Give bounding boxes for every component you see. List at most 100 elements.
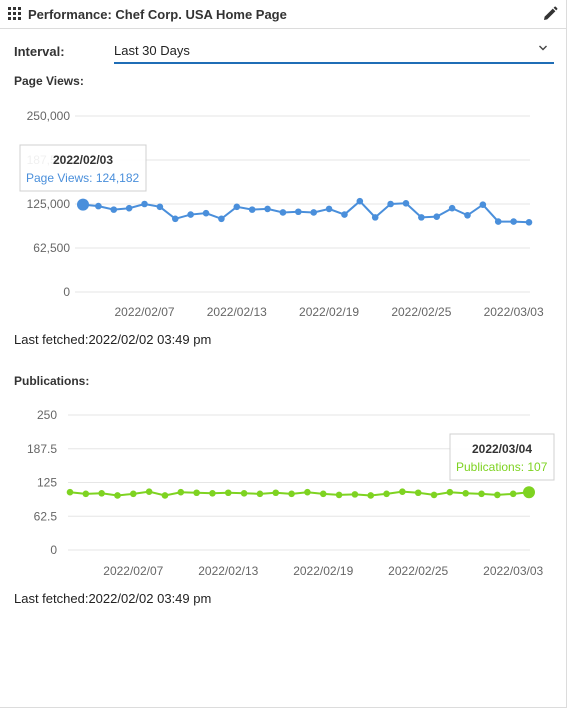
highlighted-data-point: [523, 486, 535, 499]
tooltip-date: 2022/03/04: [472, 442, 532, 456]
y-tick-label: 125: [37, 476, 57, 490]
data-point: [145, 488, 153, 495]
data-point: [414, 489, 422, 497]
data-point: [367, 492, 375, 499]
data-point: [433, 213, 441, 220]
interval-select-value: Last 30 Days: [114, 43, 190, 58]
data-point: [464, 211, 471, 219]
data-point: [509, 490, 517, 498]
data-point: [418, 214, 425, 221]
data-point: [356, 197, 364, 205]
widget-title: Performance: Chef Corp. USA Home Page: [28, 7, 287, 22]
interval-select[interactable]: Last 30 Days: [114, 39, 554, 64]
data-point: [462, 490, 469, 497]
data-point: [156, 203, 164, 211]
data-point: [402, 199, 410, 207]
chart-tooltip: 2022/02/03 Page Views: 124,182: [19, 144, 147, 192]
data-point: [240, 490, 248, 497]
data-point: [525, 219, 533, 226]
data-point: [161, 492, 169, 499]
publications-last-fetched: Last fetched:2022/02/02 03:49 pm: [14, 591, 212, 606]
tooltip-date: 2022/02/03: [53, 153, 113, 167]
data-point: [494, 491, 501, 499]
data-point: [479, 201, 487, 209]
x-tick-label: 2022/03/03: [484, 305, 544, 319]
data-point: [446, 488, 454, 496]
chevron-down-icon: [539, 45, 547, 51]
data-point: [341, 211, 348, 218]
data-point: [383, 490, 390, 498]
data-point: [125, 204, 133, 212]
interval-label: Interval:: [14, 44, 65, 59]
data-point: [209, 490, 216, 497]
tooltip-value: Page Views: 124,182: [26, 171, 140, 185]
tooltip-value: Publications: 107: [456, 460, 548, 474]
y-tick-label: 62,500: [33, 241, 70, 255]
x-tick-label: 2022/02/25: [391, 305, 451, 319]
data-point: [177, 488, 185, 496]
y-tick-label: 62.5: [34, 509, 58, 523]
data-point: [187, 211, 194, 218]
y-tick-label: 187.5: [27, 442, 57, 456]
page-views-last-fetched: Last fetched:2022/02/02 03:49 pm: [14, 332, 212, 347]
x-tick-label: 2022/02/25: [388, 564, 448, 578]
tooltip-box: [449, 433, 555, 481]
data-point: [351, 491, 359, 498]
publications-label: Publications:: [14, 374, 90, 388]
data-point: [371, 214, 379, 221]
y-tick-label: 0: [63, 285, 70, 299]
pencil-icon[interactable]: [542, 6, 558, 22]
data-point: [319, 490, 327, 498]
data-point: [130, 490, 137, 498]
data-point: [399, 488, 406, 495]
data-point: [295, 208, 302, 216]
x-tick-label: 2022/02/07: [103, 564, 163, 578]
data-point: [272, 489, 280, 497]
x-tick-label: 2022/02/13: [207, 305, 267, 319]
data-point: [478, 490, 485, 498]
x-tick-label: 2022/02/07: [114, 305, 174, 319]
highlighted-data-point: [77, 198, 89, 211]
series-line: [69, 490, 530, 497]
data-point: [279, 209, 287, 216]
y-tick-label: 0: [50, 543, 57, 557]
chart-tooltip: 2022/03/04 Publications: 107: [449, 433, 555, 481]
data-point: [66, 488, 74, 496]
widget-header: Performance: Chef Corp. USA Home Page: [0, 0, 567, 29]
data-point: [387, 200, 394, 208]
page-views-chart: 250,000187,500125,00062,50002022/02/0720…: [19, 109, 544, 319]
y-tick-label: 250: [37, 408, 57, 422]
data-point: [82, 490, 90, 498]
tooltip-box: [19, 144, 147, 192]
x-tick-label: 2022/02/19: [293, 564, 353, 578]
data-point: [256, 490, 264, 498]
data-point: [202, 209, 210, 217]
y-tick-label: 125,000: [27, 197, 71, 211]
data-point: [325, 205, 333, 213]
data-point: [141, 200, 148, 208]
data-point: [310, 209, 317, 216]
data-point: [98, 490, 105, 497]
y-tick-label: 250,000: [27, 109, 71, 123]
data-point: [264, 205, 271, 213]
data-point: [218, 215, 225, 223]
data-point: [193, 489, 200, 497]
data-point: [494, 218, 502, 225]
x-tick-label: 2022/02/19: [299, 305, 359, 319]
grid-menu-icon[interactable]: [8, 7, 21, 20]
page-views-label: Page Views:: [14, 74, 84, 88]
x-tick-label: 2022/02/13: [198, 564, 258, 578]
data-point: [430, 491, 438, 499]
data-point: [335, 491, 343, 499]
data-point: [304, 488, 311, 496]
data-point: [171, 215, 179, 223]
data-point: [288, 490, 295, 498]
publications-chart: 250 187.5 125 62.5 0 2022/02/07 2022/02/13 2022…: [27, 408, 555, 578]
data-point: [510, 218, 517, 225]
data-point: [114, 492, 121, 499]
data-point: [448, 204, 456, 212]
data-point: [95, 202, 102, 210]
data-point: [233, 203, 241, 211]
data-point: [248, 206, 256, 213]
x-tick-label: 2022/03/03: [483, 564, 543, 578]
